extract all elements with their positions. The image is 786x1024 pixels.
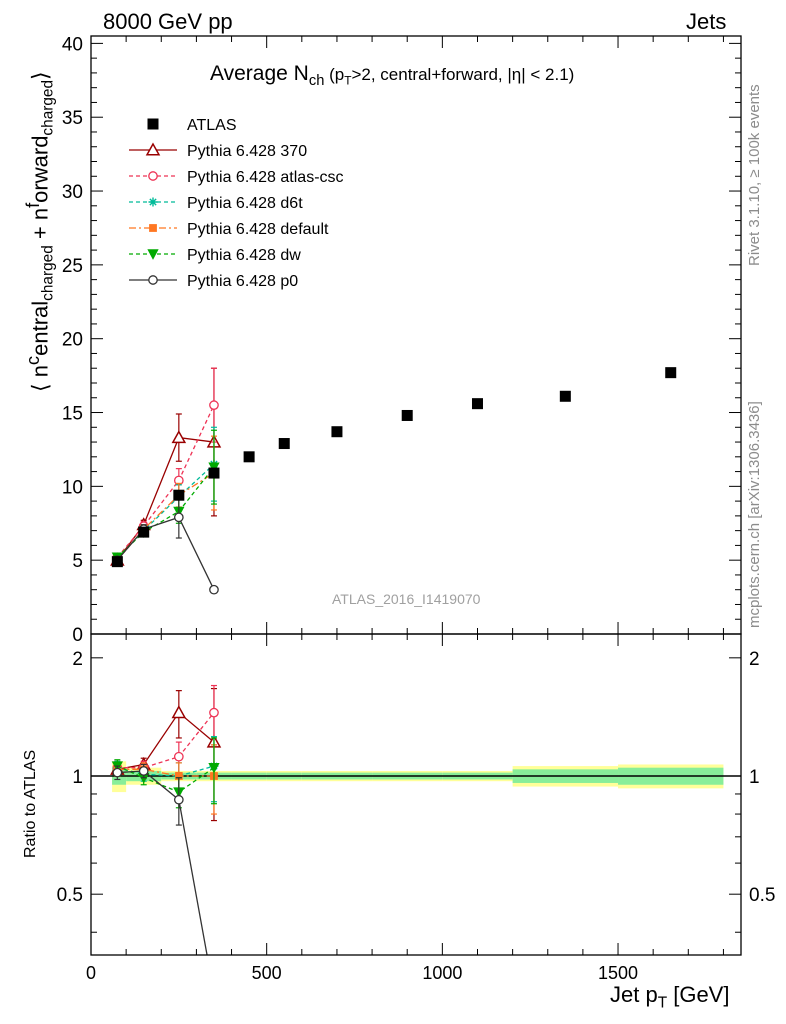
legend-label-0: ATLAS: [187, 117, 237, 134]
legend-label-1: Pythia 6.428 370: [187, 143, 307, 160]
atlas-point: [401, 409, 413, 421]
y-tick-label: 5: [72, 551, 83, 572]
ratio-tick-label-left: 0.5: [57, 885, 83, 906]
legend-marker-2: [148, 171, 158, 181]
y-tick-label: 10: [62, 477, 83, 498]
series-point: [208, 462, 220, 474]
legend-marker-4: [149, 224, 157, 232]
mcplots-reference-label: mcplots.cern.ch [arXiv:1306.3436]: [746, 401, 763, 628]
y-tick-label: 0: [72, 625, 83, 646]
series-point: [173, 512, 184, 523]
ratio-tick-label-right: 0.5: [749, 885, 775, 906]
ratio-tick-label-left: 1: [72, 767, 83, 788]
ratio-tick-label-right: 2: [749, 649, 760, 670]
legend-marker-6: [148, 275, 158, 285]
rivet-version-label: Rivet 3.1.10, ≥ 100k events: [746, 84, 763, 266]
ratio-point: [173, 751, 184, 762]
ratio-point: [138, 766, 149, 776]
series-ratio-line-5: [117, 770, 208, 955]
series-ratio-line-0: [117, 711, 215, 770]
series-ratio-1: [112, 684, 219, 775]
y-axis-label: ⟨ ncentralcharged + nforwardcharged⟩: [22, 71, 57, 392]
legend: ATLAS Pythia 6.428 370 Pythia 6.428 atlas-…: [129, 117, 344, 290]
ratio-point: [210, 989, 218, 997]
atlas-point: [278, 438, 290, 450]
ratio-tick-label-left: 2: [72, 649, 83, 670]
series-line-5: [116, 516, 215, 590]
series-ratio-line-2: [117, 765, 215, 777]
ratio-tick-label-right: 1: [749, 767, 760, 788]
legend-label-5: Pythia 6.428 dw: [187, 247, 301, 264]
y-tick-label: 40: [62, 34, 83, 55]
ratio-point: [173, 794, 184, 805]
series-main-1: [112, 367, 219, 563]
atlas-point: [138, 526, 150, 538]
ratio-frame: [90, 633, 742, 956]
atlas-point: [665, 367, 677, 379]
y-tick-label: 25: [62, 256, 83, 277]
atlas-point: [243, 451, 255, 463]
legend-marker-3: [148, 197, 158, 207]
legend-label-2: Pythia 6.428 atlas-csc: [187, 169, 344, 186]
series-ratio-0: [110, 687, 222, 822]
ratio-point: [112, 767, 123, 778]
series-point: [209, 400, 219, 410]
series-line-3: [116, 472, 215, 561]
legend-label-6: Pythia 6.428 p0: [187, 273, 298, 290]
analysis-id-label: ATLAS_2016_I1419070: [332, 591, 481, 607]
ratio-point: [208, 762, 220, 774]
legend-marker-0: [147, 118, 159, 130]
ratio-point: [209, 707, 219, 718]
atlas-point: [331, 426, 343, 438]
legend-marker-5: [147, 249, 159, 260]
x-tick-label: 1500: [598, 963, 638, 983]
y-tick-label: 15: [62, 404, 83, 425]
legend-label-4: Pythia 6.428 default: [187, 221, 329, 238]
series-line-1: [116, 404, 215, 558]
series-point: [171, 430, 187, 444]
series-point: [209, 584, 219, 595]
ratio-point: [174, 772, 183, 780]
atlas-point: [111, 556, 123, 568]
atlas-point: [208, 467, 220, 479]
x-tick-label: 500: [252, 963, 282, 983]
reference-uncertainty-bands: [91, 761, 741, 793]
series-main-2: [112, 426, 219, 564]
legend-label-3: Pythia 6.428 d6t: [187, 195, 303, 212]
legend-marker-1: [145, 142, 161, 156]
series-ratio-line-1: [117, 712, 215, 769]
ratio-y-axis-label: Ratio to ATLAS: [22, 749, 39, 858]
atlas-point: [471, 398, 483, 410]
atlas-point: [173, 489, 185, 501]
x-tick-label: 0: [86, 963, 96, 983]
header-category-label: Jets: [686, 9, 727, 34]
series-line-0: [116, 436, 215, 561]
series-main-4: [111, 429, 220, 564]
atlas-data-points: [111, 367, 677, 568]
y-tick-label: 20: [62, 330, 83, 351]
header-beam-label: 8000 GeV pp: [103, 9, 233, 34]
series-line-2: [116, 463, 215, 560]
y-tick-label: 30: [62, 182, 83, 203]
ratio-point: [171, 705, 187, 719]
series-line-4: [116, 466, 215, 558]
atlas-point: [559, 390, 571, 402]
axes: 0 500 1000 1500 0 5 10 15 20 25 30 35 40 0.5 0.5 1 1 2 2: [57, 34, 776, 983]
series-ratio-5: [112, 763, 218, 997]
series-ratio-line-3: [117, 768, 214, 777]
x-axis-label: Jet pT [GeV]: [610, 982, 730, 1012]
y-tick-label: 35: [62, 108, 83, 129]
plot-title: Average Nch (pT>2, central+forward, |η| …: [210, 62, 575, 90]
x-tick-label: 1000: [422, 963, 462, 983]
series-main-0: [110, 367, 222, 566]
